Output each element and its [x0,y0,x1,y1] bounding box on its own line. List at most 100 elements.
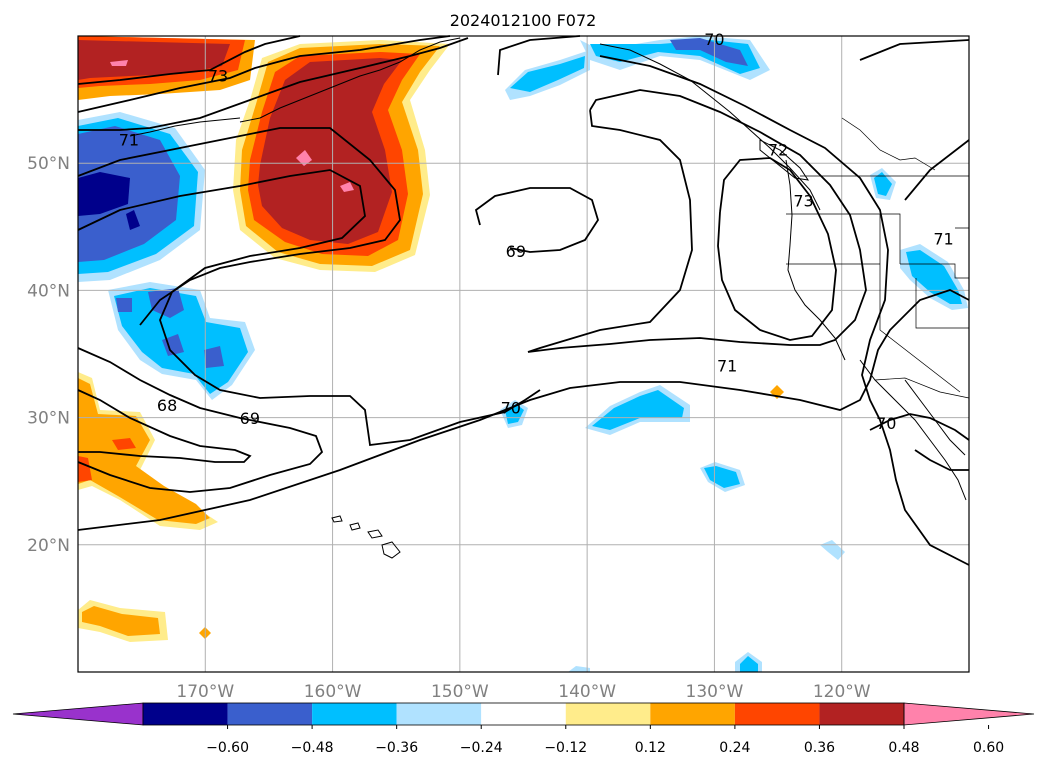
contour-labels: 73 71 69 68 69 70 71 72 73 71 70 70 [119,30,954,433]
contour-70-upper [77,169,541,447]
contour-label: 73 [208,67,228,86]
coastline-alaska [239,37,461,123]
contour-label: 70 [704,30,724,49]
hawaii-big-island [381,541,401,559]
negative-anomaly-pacific-1-sky [592,390,684,430]
colorbar-tick-label: 0.12 [635,740,666,756]
colorbar-segment [481,703,566,725]
hawaii-maui [367,529,383,539]
colorbar-extend-high [903,702,1035,726]
graticule [78,36,969,672]
contour-69-south [77,347,324,493]
contour-label: 71 [119,130,139,149]
colorbar-segment [312,703,397,725]
lon-tick-label: 170°W [176,682,234,702]
colorbar-tick-label: −0.60 [206,740,249,756]
colorbar-tick-label: 0.48 [888,740,919,756]
positive-anomaly-sw-orange [78,378,210,524]
colorbar: −0.60 −0.48 −0.36 −0.24 −0.12 0.12 0.24 0.36 0.4… [12,702,1035,756]
negative-anomaly-pacific-5-sky [740,656,758,672]
colorbar-segment [650,703,735,725]
contour-label: 69 [506,242,526,261]
contour-label: 71 [717,357,737,376]
contour-label: 70 [501,399,521,418]
lon-tick-label: 130°W [686,682,744,702]
positive-anomaly-aleutians-pink [296,150,312,166]
hawaii-kauai [331,515,343,523]
contour-70-east [497,35,867,353]
vancouver-island [759,139,810,181]
colorbar-segment [227,703,313,725]
lat-tick-label: 50°N [27,154,70,174]
positive-anomaly-sw-red [112,438,136,450]
positive-anomaly-nw-corner-pink [110,60,128,66]
negative-anomaly-north-gulf-sky [510,56,585,92]
contour-71-west [78,37,469,131]
coastline-aleutian-chain [129,117,241,137]
contour-label: 70 [876,414,896,433]
colorbar-tick-label: 0.24 [719,740,750,756]
coastline-pacific-nw [785,159,846,361]
coastlines [129,37,967,559]
lat-tick-label: 30°N [27,409,70,429]
lat-tick-label: 40°N [27,281,70,301]
coastline-baja [859,359,967,501]
colorbar-tick-label: −0.48 [291,740,334,756]
contour-69-closed [474,187,599,253]
contour-70-far-east [869,413,970,471]
positive-anomaly-aleutians-pink-2 [340,182,354,192]
contour-72-east [599,55,970,566]
colorbar-extend-low [12,702,144,726]
colorbar-frame [142,702,905,726]
contour-71-upper [77,127,401,326]
colorbar-segment [734,703,820,725]
contour-label: 68 [157,396,177,415]
contour-73-east [859,39,970,201]
lon-tick-label: 160°W [304,682,362,702]
axis-tick-labels: 170°W 160°W 150°W 140°W 130°W 120°W 20°N 30°N 40… [27,154,871,702]
contour-label: 72 [768,140,788,159]
contour-label: 73 [793,191,813,210]
colorbar-segment [396,703,482,725]
negative-anomaly-west-navy-2 [126,210,140,230]
colorbar-tick-label: −0.36 [375,740,418,756]
map-title: 2024012100 F072 [450,11,597,30]
negative-anomaly-central-royal-3 [162,334,184,356]
positive-anomaly-nw-corner-darkred [78,40,230,80]
lon-tick-label: 120°W [813,682,871,702]
lon-tick-label: 150°W [431,682,489,702]
contour-68 [77,389,252,463]
negative-anomaly-west-navy [78,172,130,216]
coastline-se-alaska [599,43,821,211]
lat-tick-label: 20°N [27,536,70,556]
negative-anomaly-central-royal [148,288,184,318]
lon-tick-label: 140°W [558,682,616,702]
colorbar-segment [565,703,651,725]
colorbar-tick-label: 0.36 [804,740,835,756]
colorbar-tick-label: 0.60 [973,740,1004,756]
map-frame [77,35,970,673]
colorbar-segment [819,703,904,725]
negative-anomaly-pacific-2-sky [704,466,740,488]
negative-anomaly-alaska-royal [670,38,748,66]
hawaii-oahu [349,522,361,531]
contour-71-east [77,289,970,531]
negative-anomaly-canada-sky [874,172,892,196]
colorbar-tick-label: −0.12 [544,740,587,756]
height-contours [77,35,970,566]
negative-anomaly-central-royal-4 [204,346,224,368]
map-plot-area: 73 71 69 68 69 70 71 72 73 71 70 70 [77,30,970,673]
contour-72-north [77,35,451,113]
positive-anomaly-sw-bottom-orange [82,606,160,636]
colorbar-tick-label: −0.24 [460,740,503,756]
state-borders-west [786,213,969,393]
anomaly-shading [78,36,968,672]
negative-anomaly-central-royal-2 [116,298,132,312]
negative-anomaly-west-royal [78,126,180,262]
colorbar-segment [143,703,228,725]
contour-label: 71 [933,230,953,249]
positive-anomaly-aleutians-red [258,58,402,244]
contour-label: 69 [240,409,260,428]
canada-provinces [841,117,936,171]
